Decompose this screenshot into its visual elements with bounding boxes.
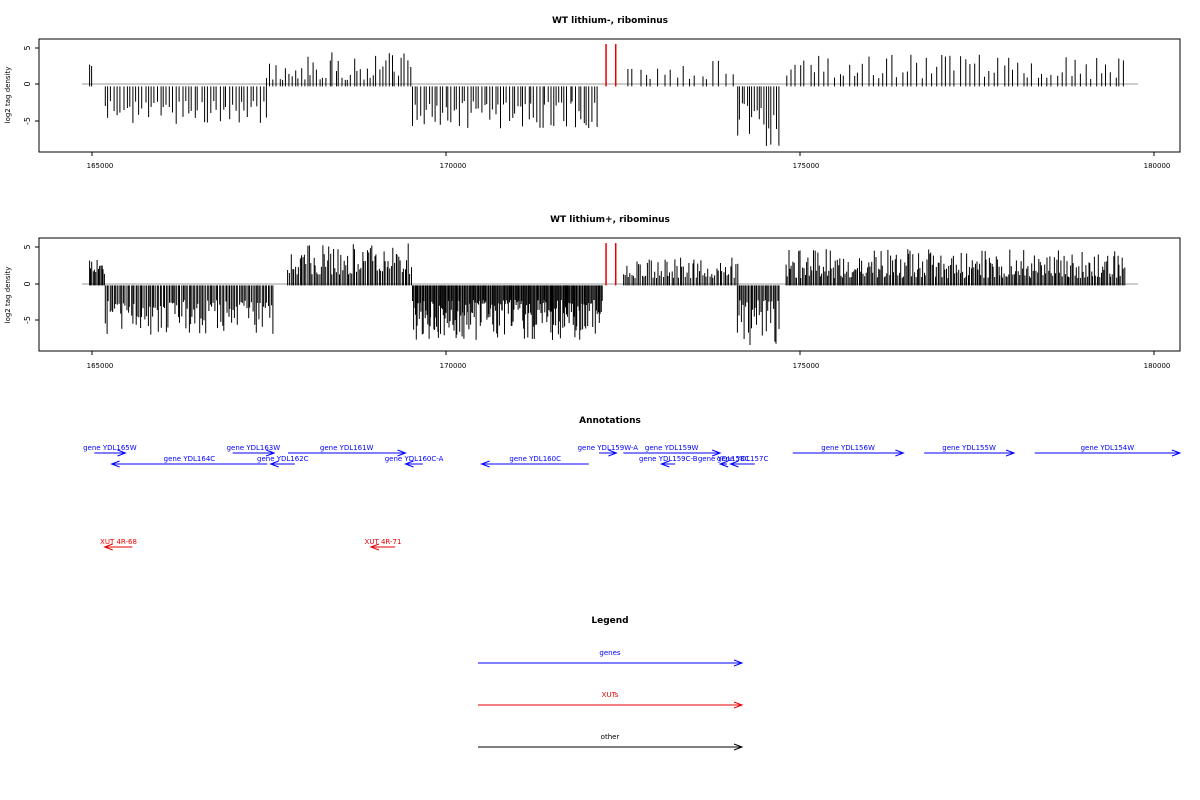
y-tick-label: 0	[23, 81, 32, 86]
gene-arrow-head	[1005, 449, 1016, 457]
legend-arrow-head	[733, 743, 744, 751]
xut-label: XUT 4R-68	[100, 538, 137, 546]
legend-arrow-head	[733, 701, 744, 709]
y-tick-label: 0	[23, 281, 32, 286]
legend-title: Legend	[591, 616, 628, 626]
y-axis: 5 0 -5 log2 tag density	[4, 45, 40, 125]
legend-label: other	[601, 733, 620, 741]
legend: Legend genes XUTs other	[478, 616, 744, 751]
x-axis: 165000 170000 175000 180000	[87, 350, 1171, 370]
track-panel-lithium-minus: WT lithium-, ribominus 5 0 -5 log2 tag d…	[4, 16, 1181, 170]
gene-label: gene YDL162C	[257, 455, 309, 463]
gene-arrow-head	[397, 449, 407, 457]
panel-title: WT lithium+, ribominus	[550, 215, 670, 225]
legend-arrow-head	[733, 659, 744, 667]
gene-arrow-head	[404, 460, 414, 468]
legend-label: XUTs	[602, 691, 619, 699]
gene-label: gene YDL164C	[164, 455, 216, 463]
xut-arrow-head	[369, 543, 380, 551]
x-tick-label: 170000	[440, 362, 467, 370]
gene-label: gene YDL160C	[509, 455, 561, 463]
annotations-title: Annotations	[579, 416, 641, 426]
gene-arrow-head	[608, 449, 618, 457]
gene-label: gene YDL154W	[1081, 444, 1135, 452]
signal-bars	[89, 44, 1124, 146]
gene-label: gene YDL157C	[717, 455, 769, 463]
x-tick-label: 175000	[793, 362, 820, 370]
gene-label: gene YDL159C-B	[639, 455, 698, 463]
signal-bars	[89, 243, 1126, 345]
gene-label: gene YDL160C-A	[385, 455, 444, 463]
legend-items: genes XUTs other	[478, 649, 744, 751]
gene-arrow-head	[480, 460, 490, 468]
plot-frame	[38, 38, 1181, 153]
gene-label: gene YDL163W	[227, 444, 281, 452]
panel-title: WT lithium-, ribominus	[552, 16, 668, 26]
gene-arrow-head	[718, 460, 729, 468]
x-tick-label: 180000	[1144, 162, 1171, 170]
gene-arrow-head	[729, 460, 739, 468]
legend-label: genes	[599, 649, 620, 657]
gene-arrow-head	[1171, 449, 1182, 457]
y-axis-label: log2 tag density	[4, 267, 12, 324]
y-tick-label: 5	[23, 45, 32, 50]
gene-label: gene YDL156W	[821, 444, 875, 452]
gene-arrow-head	[265, 449, 276, 457]
gene-label: gene YDL159W-A	[578, 444, 639, 452]
gene-label: gene YDL159W	[645, 444, 699, 452]
gene-arrow-head	[711, 449, 722, 457]
gene-label: gene YDL158C	[698, 455, 750, 463]
gene-arrow-head	[269, 460, 279, 468]
y-axis-label: log2 tag density	[4, 67, 12, 124]
x-tick-label: 180000	[1144, 362, 1171, 370]
x-axis: 165000 170000 175000 180000	[87, 151, 1171, 170]
xut-annotations: XUT 4R-68 XUT 4R-71	[100, 538, 402, 551]
gene-label: gene YDL161W	[320, 444, 374, 452]
y-tick-label: 5	[23, 244, 32, 249]
gene-arrow-head	[110, 460, 120, 468]
gene-arrow-head	[659, 460, 670, 468]
x-tick-label: 165000	[87, 162, 114, 170]
x-tick-label: 165000	[87, 362, 114, 370]
gene-label: gene YDL165W	[83, 444, 137, 452]
y-axis: 5 0 -5 log2 tag density	[4, 244, 40, 324]
x-tick-label: 175000	[793, 162, 820, 170]
gene-arrow-head	[117, 449, 127, 457]
y-tick-label: -5	[23, 316, 32, 324]
gene-label: gene YDL155W	[942, 444, 996, 452]
track-panel-lithium-plus: WT lithium+, ribominus 5 0 -5 log2 tag d…	[4, 215, 1181, 370]
x-tick-label: 170000	[440, 162, 467, 170]
xut-arrow-head	[103, 543, 113, 551]
y-tick-label: -5	[23, 117, 32, 125]
gene-arrow-head	[895, 449, 905, 457]
gene-annotations: gene YDL165W gene YDL164C gene YDL163W gene…	[83, 444, 1182, 468]
xut-label: XUT 4R-71	[365, 538, 402, 546]
